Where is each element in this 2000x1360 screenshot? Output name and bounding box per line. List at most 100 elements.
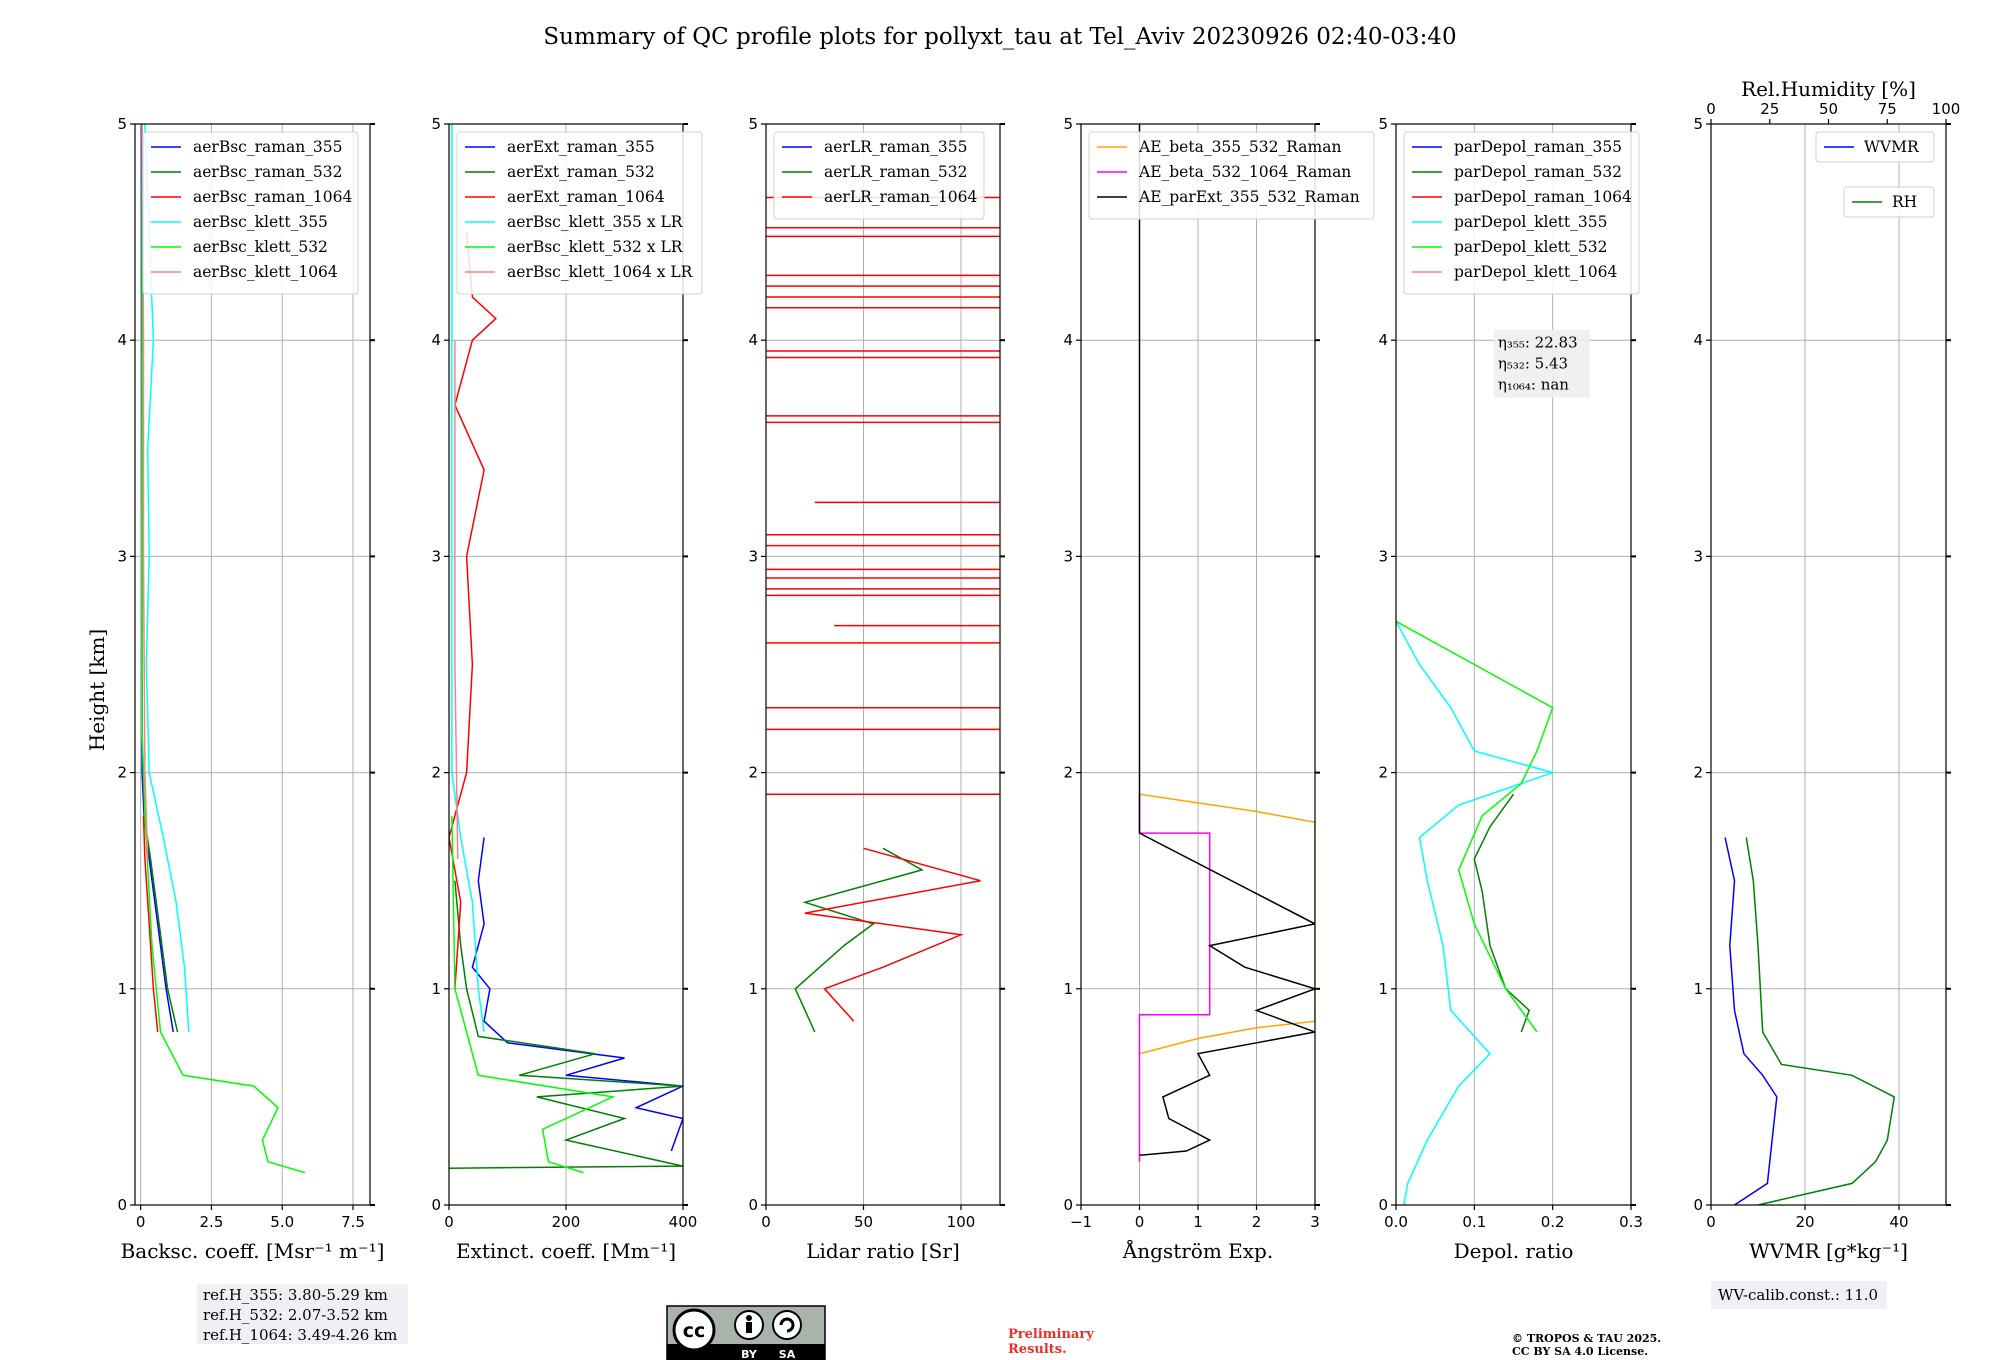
legend: aerBsc_raman_355 aerBsc_raman_532 aerBsc_r…: [142, 131, 359, 295]
x-axis-label: Depol. ratio: [1454, 1239, 1574, 1263]
legend-label: parDepol_raman_355: [1454, 138, 1622, 156]
legend-label: WVMR: [1864, 138, 1920, 156]
x-axis-label: Extinct. coeff. [Mm⁻¹]: [456, 1239, 676, 1263]
x-tick-label: 200: [552, 1213, 581, 1231]
eta-value: η₁₀₆₄: nan: [1498, 376, 1569, 394]
series-line-aerExt_raman_532: [449, 880, 683, 1169]
legend: aerExt_raman_355 aerExt_raman_532 aerExt_r…: [456, 131, 703, 295]
y-tick-label: 5: [1693, 115, 1703, 133]
preliminary-line-2: Results.: [1008, 1342, 1067, 1357]
data-layer: [1396, 620, 1556, 1205]
x-tick-label: 1: [1193, 1213, 1203, 1231]
y-tick-label: 5: [748, 115, 758, 133]
legend-label: aerLR_raman_532: [824, 163, 967, 181]
y-tick-label: 2: [748, 764, 758, 782]
y-tick-label: 0: [1063, 1196, 1073, 1214]
legend-label: aerBsc_klett_355: [193, 213, 328, 231]
x-axis-label: Ångström Exp.: [1122, 1238, 1273, 1263]
cc-sa-label: SA: [779, 1348, 796, 1360]
ref-height-note: ref.H_355: 3.80-5.29 km: [203, 1286, 388, 1304]
wv-calib-note: WV-calib.const.: 11.0: [1718, 1286, 1878, 1304]
series-line-aerBsc_klett_532 x LR: [451, 815, 616, 1174]
y-tick-label: 2: [1378, 764, 1388, 782]
x-tick-label: 0.0: [1384, 1213, 1408, 1231]
legend-label: AE_beta_355_532_Raman: [1138, 138, 1341, 156]
y-tick-label: 3: [1693, 547, 1703, 565]
y-axis-label: Height [km]: [85, 629, 109, 751]
y-tick-label: 3: [1063, 547, 1073, 565]
series-line-aerBsc_klett_355 x LR: [451, 124, 485, 1033]
series-line-AE_parExt_355_532_Raman: [1138, 124, 1315, 1157]
y-tick-label: 4: [1063, 331, 1073, 349]
legend-label: parDepol_klett_1064: [1454, 263, 1617, 281]
legend-label: parDepol_raman_1064: [1454, 188, 1632, 206]
data-layer: [1138, 124, 1315, 1162]
x-tick-label: −1: [1070, 1213, 1092, 1231]
y-tick-label: 2: [431, 764, 441, 782]
legend-label: aerBsc_klett_532: [193, 238, 328, 256]
x-tick-label: 40: [1889, 1213, 1908, 1231]
plot-frame: [1710, 123, 1947, 1206]
x-axis-label: Lidar ratio [Sr]: [806, 1239, 960, 1263]
sa-icon: [772, 1310, 802, 1340]
y-tick-label: 1: [1063, 980, 1073, 998]
legend-label: aerBsc_klett_532 x LR: [507, 238, 684, 256]
legend-label: parDepol_klett_532: [1454, 238, 1607, 256]
legend: parDepol_raman_355 parDepol_raman_532 parD…: [1403, 131, 1640, 295]
legend-label: aerBsc_klett_1064 x LR: [507, 263, 694, 281]
y-tick-label: 3: [748, 547, 758, 565]
series-line-WVMR: [1724, 837, 1778, 1205]
legend-label: aerExt_raman_532: [507, 163, 655, 181]
y-tick-label: 1: [1378, 980, 1388, 998]
y-tick-label: 4: [1693, 331, 1703, 349]
series-line-aerExt_raman_355: [471, 837, 683, 1152]
series-line-parDepol_raman_532: [1473, 793, 1531, 1033]
x-tick-label: 3: [1310, 1213, 1320, 1231]
panel-1: 0 1 2 3 4 5 0 2.5 5.0 7.5 Backsc. coeff. [Msr⁻¹ m⁻…: [117, 115, 408, 1344]
data-layer: [766, 196, 1000, 1033]
x2-tick-label: 0: [1706, 100, 1716, 118]
x2-axis-label: Rel.Humidity [%]: [1741, 77, 1916, 101]
legend-RH: RH: [1843, 186, 1935, 218]
legend-label: AE_parExt_355_532_Raman: [1138, 188, 1360, 206]
legend-box: [1403, 131, 1640, 295]
legend-label: aerBsc_klett_1064: [193, 263, 338, 281]
y-tick-label: 3: [117, 547, 127, 565]
legend: aerLR_raman_355 aerLR_raman_532 aerLR_rama…: [773, 131, 985, 220]
data-layer: [449, 124, 683, 1174]
y-tick-label: 4: [431, 331, 441, 349]
y-tick-label: 1: [117, 980, 127, 998]
legend-box: [1815, 131, 1935, 163]
y-tick-label: 0: [117, 1196, 127, 1214]
x2-tick-label: 100: [1932, 100, 1961, 118]
y-tick-label: 5: [117, 115, 127, 133]
legend-label: parDepol_raman_532: [1454, 163, 1622, 181]
series-line-parDepol_klett_532: [1396, 620, 1554, 1033]
y-tick-label: 4: [748, 331, 758, 349]
figure-title: Summary of QC profile plots for pollyxt_…: [543, 24, 1456, 50]
eta-value: η₅₃₂: 5.43: [1498, 355, 1568, 373]
x2-tick-label: 25: [1760, 100, 1779, 118]
y-tick-label: 4: [117, 331, 127, 349]
x-tick-label: 0: [761, 1213, 771, 1231]
panel-2: 0 1 2 3 4 5 0 200 400 Extinct. coeff. [Mm⁻¹] aerEx…: [431, 115, 703, 1263]
ref-height-box: [197, 1284, 408, 1344]
legend-label: RH: [1892, 193, 1917, 211]
x-tick-label: 20: [1795, 1213, 1814, 1231]
y-tick-label: 2: [1693, 764, 1703, 782]
series-line-aerBsc_raman_532: [143, 815, 179, 1033]
x-tick-label: 0.2: [1541, 1213, 1565, 1231]
x-tick-label: 2.5: [200, 1213, 224, 1231]
preliminary-line-1: Preliminary: [1008, 1327, 1094, 1342]
y-tick-label: 0: [1693, 1196, 1703, 1214]
y-tick-label: 0: [748, 1196, 758, 1214]
series-line-aerBsc_raman_1064: [142, 815, 159, 1033]
y-tick-label: 0: [1378, 1196, 1388, 1214]
y-tick-label: 2: [1063, 764, 1073, 782]
y-tick-label: 1: [1693, 980, 1703, 998]
cc-icon: [672, 1308, 716, 1352]
legend-label: AE_beta_532_1064_Raman: [1138, 163, 1351, 181]
copyright-line-1: © TROPOS & TAU 2025.: [1512, 1332, 1661, 1345]
x-tick-label: 5.0: [270, 1213, 294, 1231]
legend-label: aerBsc_klett_355 x LR: [507, 213, 684, 231]
